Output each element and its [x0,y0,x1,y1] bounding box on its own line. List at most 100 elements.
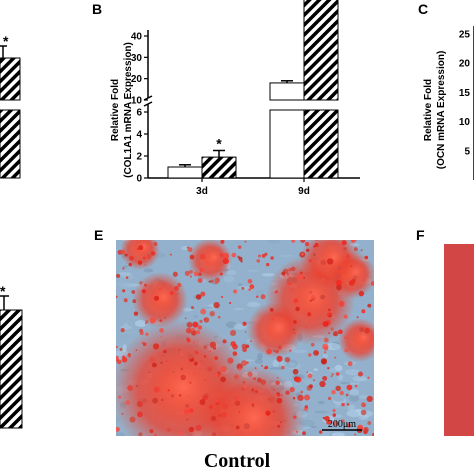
micrograph-cell [159,319,163,323]
micrograph-cell [256,377,262,383]
micrograph-fiber [345,369,361,376]
micrograph-cell [276,355,283,362]
micrograph-cell [167,427,171,432]
micrograph-cell [192,321,199,328]
micrograph-cell [323,337,329,343]
micrograph-cell [170,291,174,295]
micrograph-fiber [289,362,297,367]
micrograph-cell [249,284,255,290]
micrograph-cell [199,253,206,260]
panel-b-x-tick-label: 9d [298,186,310,197]
micrograph-cell [172,271,178,277]
micrograph-fiber [223,275,235,283]
micrograph-fiber [246,301,260,308]
micrograph-cell [300,240,306,243]
micrograph-cell [264,365,269,370]
micrograph-fiber [201,306,214,309]
panel-b-y-tick-label: 0 [136,174,142,185]
micrograph-cell [346,423,351,428]
micrograph-cell [270,256,274,260]
micrograph-cell [256,295,259,298]
panel-c-y-tick-label: 15 [459,88,471,99]
micrograph-fiber [116,432,125,436]
micrograph-cell [209,341,217,349]
micrograph-cell [129,255,134,261]
micrograph-cell [116,295,118,298]
micrograph-cell [184,408,190,415]
micrograph-cell [214,280,218,285]
micrograph-cell [363,279,365,281]
micrograph-cell [193,271,199,277]
micrograph-fiber [324,343,341,351]
micrograph-cell [152,397,158,404]
micrograph-cell [272,349,276,352]
micrograph-cell [200,308,207,315]
micrograph-cell [185,327,192,334]
figure-caption: Control [203,450,271,472]
micrograph-cell [122,289,126,293]
micrograph-cell [345,254,351,259]
micrograph-cell [360,249,363,252]
micrograph-cell [332,408,336,413]
micrograph-fiber [333,397,345,402]
micrograph-cell [353,247,358,252]
micrograph-cell [191,330,197,336]
micrograph-cell [215,399,219,403]
panel-b-significance-star: * [216,136,222,152]
micrograph-cell [307,312,312,317]
micrograph-cell [241,286,245,290]
panel-b-ticks: 0 2 4 610 20 30 40 3d 9d [131,32,310,198]
micrograph-cell [288,268,292,272]
micrograph-cell [186,418,189,421]
micrograph-cell [195,294,202,300]
micrograph-cell [271,318,274,321]
panel-b-bar [303,0,339,101]
micrograph-fiber [279,254,295,257]
micrograph-cell [311,298,315,301]
micrograph-cell [275,380,280,385]
micrograph-cell [315,240,318,242]
micrograph-cell [341,402,345,407]
micrograph-fiber [267,240,281,244]
micrograph-cell [278,345,282,350]
micrograph-cell [283,274,286,278]
micrograph-cell [281,271,286,276]
micrograph-cell [301,252,304,256]
micrograph-cell [190,306,194,310]
micrograph-cell [280,394,283,397]
micrograph-cell [306,248,310,252]
micrograph-cell [123,298,128,303]
micrograph-cell [307,373,313,379]
micrograph-fiber [119,281,133,289]
micrograph-cell [291,277,298,283]
micrograph-cell [265,262,270,267]
micrograph-cell [230,341,236,347]
panel-c-ticks: 5 10 15 20 25 [459,30,471,158]
micrograph-cell [231,424,234,427]
micrograph-cell [229,301,232,305]
micrograph-cell [144,283,148,287]
micrograph-fiber [219,297,232,302]
micrograph-fiber [121,272,134,280]
micrograph-cell [338,266,342,270]
micrograph-cell [367,376,370,380]
micrograph-cell [354,384,358,388]
micrograph-cell [128,262,133,267]
micrograph-cell [248,288,251,292]
micrograph-nodule-core [342,258,370,286]
micrograph-cell [220,295,224,299]
panel-b-letter: B [92,1,102,17]
micrograph-fiber [337,364,346,369]
micrograph-cell [186,394,189,398]
panel-c-letter: C [418,1,428,17]
micrograph-cell [275,349,279,354]
micrograph-cell [241,387,245,391]
micrograph-fiber [329,367,337,373]
micrograph-cell [306,371,309,374]
micrograph-cell [149,356,156,364]
micrograph-cell [165,359,168,363]
micrograph-cell [195,424,202,431]
micrograph-cell [203,379,206,382]
micrograph-cell [245,344,250,349]
